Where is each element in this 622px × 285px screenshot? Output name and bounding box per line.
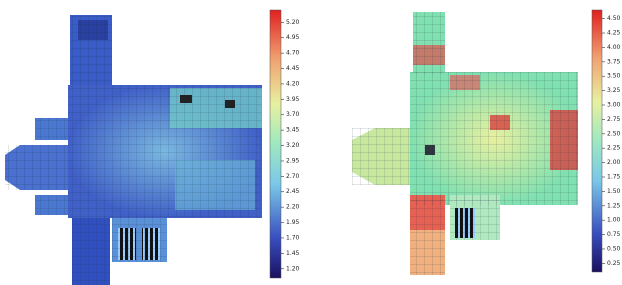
colorbar-tick-label: 2.70 <box>286 173 300 180</box>
colorbar-tick-label: 2.95 <box>286 157 300 164</box>
figure: 1.20 1.45 1.70 1.95 2.20 2.45 2.70 2.95 3.20 3.45… <box>0 0 622 285</box>
colorbar-tick-label: 2.50 <box>607 130 621 137</box>
colorbar-tick-label: 3.50 <box>607 73 621 80</box>
colorbar-tick-label: 3.75 <box>607 58 621 65</box>
colorbar-tick-label: 1.00 <box>607 217 621 224</box>
colorbar-tick-label: 1.25 <box>607 202 621 209</box>
colorbar-tick-label: 4.00 <box>607 44 621 51</box>
colorbar-tick-label: 1.45 <box>286 250 300 257</box>
colorbar-tick-label: 1.75 <box>607 173 621 180</box>
colorbar-tick-label: 2.45 <box>286 188 300 195</box>
colorbar-tick-label: 4.45 <box>286 65 300 72</box>
colorbar-tick-label: 1.20 <box>286 265 300 272</box>
colorbar-tick-label: 4.95 <box>286 34 300 41</box>
colorbar-tick-label: 0.25 <box>607 260 621 267</box>
colorbar-tick-label: 3.20 <box>286 142 300 149</box>
colorbar-tick-label: 1.50 <box>607 188 621 195</box>
colorbar <box>270 10 281 278</box>
colorbar-tick-label: 0.50 <box>607 245 621 252</box>
colorbar <box>592 10 602 272</box>
colorbar-tick-label: 4.25 <box>607 30 621 37</box>
colorbar-tick-label: 1.70 <box>286 234 300 241</box>
colorbar-tick-label: 4.20 <box>286 80 300 87</box>
colorbar-tick-label: 3.70 <box>286 111 300 118</box>
colorbar-tick-label: 2.00 <box>607 159 621 166</box>
colorbar-tick-label: 3.00 <box>607 102 621 109</box>
colorbar-tick-label: 2.20 <box>286 204 300 211</box>
colorbar-tick-label: 0.75 <box>607 231 621 238</box>
right-plan <box>352 12 578 275</box>
colorbar-tick-label: 3.25 <box>607 87 621 94</box>
colorbar-tick-label: 4.50 <box>607 15 621 22</box>
colorbar-tick-label: 4.70 <box>286 50 300 57</box>
colorbar-tick-label: 2.25 <box>607 145 621 152</box>
colorbar-tick-label: 5.20 <box>286 19 300 26</box>
colorbar-tick-label: 3.95 <box>286 96 300 103</box>
colorbar-tick-label: 3.45 <box>286 127 300 134</box>
colorbar-tick-label: 1.95 <box>286 219 300 226</box>
left-plan <box>5 15 262 285</box>
colorbar-tick-label: 2.75 <box>607 116 621 123</box>
